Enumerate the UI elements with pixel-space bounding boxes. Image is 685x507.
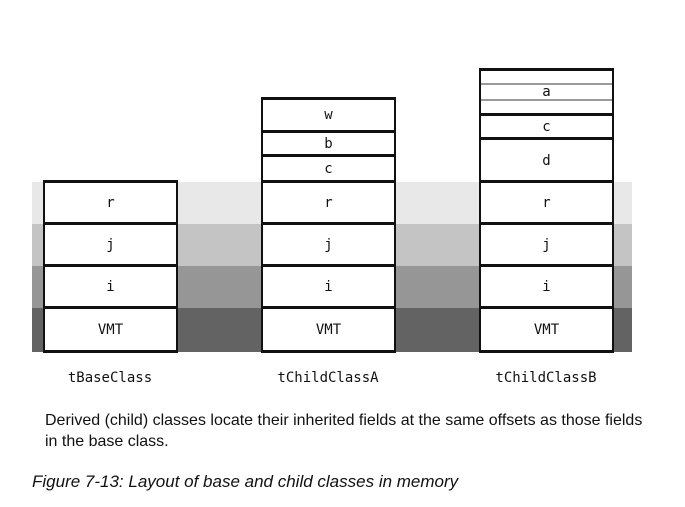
field-label: r	[542, 195, 551, 211]
divider	[479, 137, 614, 140]
field-w: w	[261, 98, 396, 132]
divider	[261, 264, 396, 267]
field-c: c	[261, 156, 396, 182]
divider	[43, 350, 178, 353]
field-vmt: VMT	[43, 308, 178, 352]
field-label: VMT	[97, 322, 124, 338]
field-label: i	[542, 279, 551, 295]
divider	[479, 222, 614, 225]
divider	[479, 350, 614, 353]
field-j: j	[43, 224, 178, 266]
divider	[261, 222, 396, 225]
figure-title: Figure 7-13: Layout of base and child cl…	[32, 472, 459, 491]
padding-line	[481, 83, 612, 85]
field-i: i	[261, 266, 396, 308]
field-label: j	[324, 237, 333, 253]
field-r: r	[43, 182, 178, 224]
field-label: b	[324, 136, 333, 152]
divider	[261, 97, 396, 100]
field-label: c	[542, 119, 551, 135]
divider	[43, 222, 178, 225]
divider	[261, 180, 396, 183]
diagram-caption: Derived (child) classes locate their inh…	[45, 412, 643, 450]
field-label: r	[324, 195, 333, 211]
divider	[479, 306, 614, 309]
field-label: i	[324, 279, 333, 295]
field-label: d	[542, 152, 551, 169]
field-label: i	[106, 279, 115, 295]
field-label: VMT	[315, 322, 342, 338]
column-label: tChildClassB	[495, 370, 597, 386]
field-label: w	[324, 107, 333, 123]
divider	[43, 306, 178, 309]
divider	[43, 180, 178, 183]
divider	[261, 350, 396, 353]
field-label: j	[106, 237, 115, 253]
field-i: i	[43, 266, 178, 308]
field-b: b	[261, 132, 396, 156]
field-a: a	[479, 69, 614, 115]
divider	[479, 113, 614, 116]
padding-line	[481, 99, 612, 101]
divider	[261, 306, 396, 309]
field-label: j	[542, 237, 551, 253]
field-j: j	[479, 224, 614, 266]
field-vmt: VMT	[261, 308, 396, 352]
field-r: r	[479, 182, 614, 224]
field-label: r	[106, 195, 115, 211]
field-r: r	[261, 182, 396, 224]
field-label: c	[324, 161, 333, 177]
field-d: d	[479, 139, 614, 182]
column-label: tChildClassA	[277, 370, 379, 386]
divider	[261, 154, 396, 157]
column-label: tBaseClass	[67, 370, 153, 386]
field-j: j	[261, 224, 396, 266]
divider	[479, 180, 614, 183]
field-label: a	[542, 84, 551, 100]
field-vmt: VMT	[479, 308, 614, 352]
field-label: VMT	[533, 322, 560, 338]
field-c: c	[479, 115, 614, 139]
divider	[261, 130, 396, 133]
field-i: i	[479, 266, 614, 308]
divider	[479, 68, 614, 71]
divider	[479, 264, 614, 267]
divider	[43, 264, 178, 267]
